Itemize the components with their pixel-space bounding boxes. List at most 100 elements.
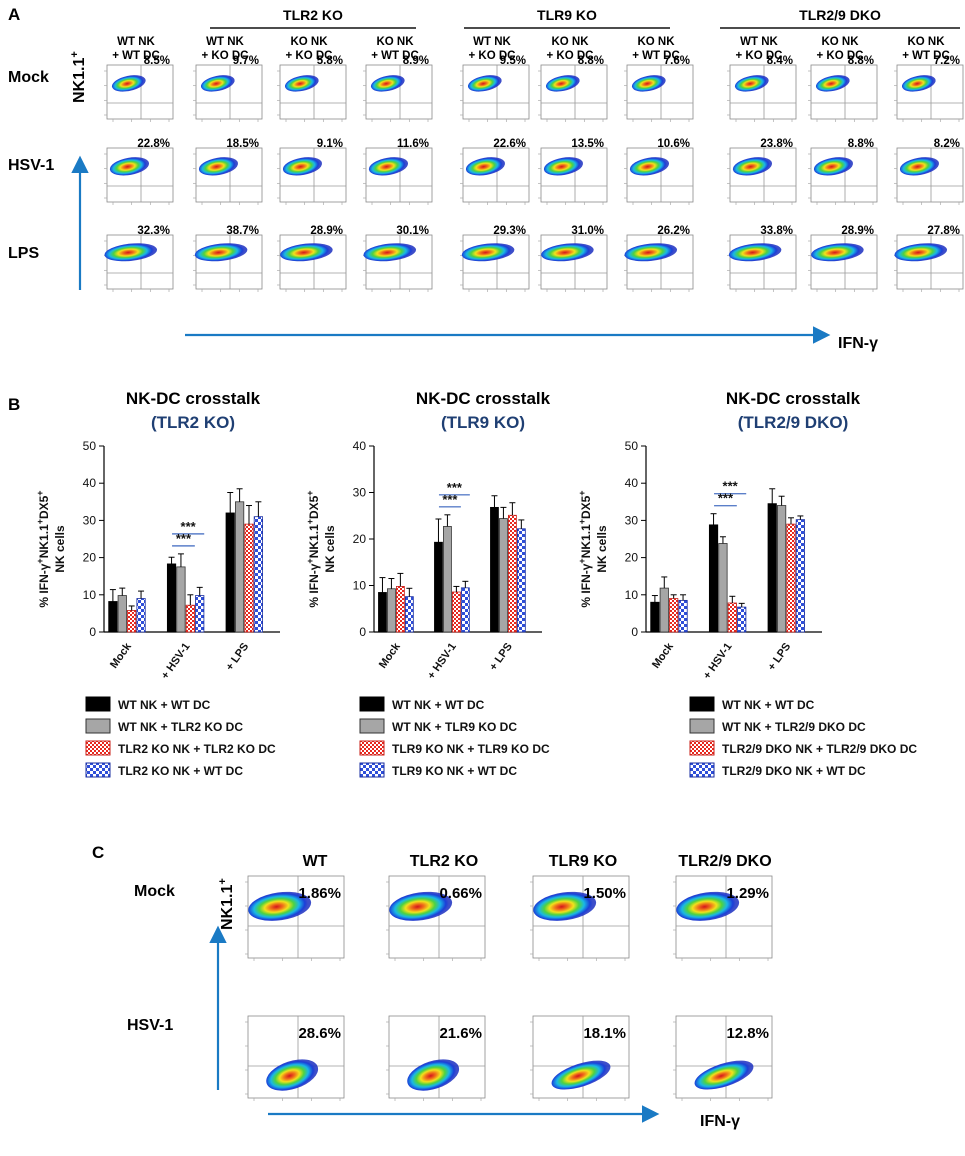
flow-plot: 32.3% (104, 225, 174, 292)
bar (678, 599, 688, 633)
legend-label: TLR2/9 DKO NK + WT DC (722, 764, 866, 778)
quadrant-percent: 26.2% (657, 225, 690, 237)
flow-plot: 22.8% (104, 138, 174, 205)
panel-a-x-axis-label: IFN-γ (838, 335, 878, 352)
flow-plot: 8.8% (808, 55, 878, 122)
significance-stars: *** (442, 492, 458, 507)
panel-c: C WT TLR2 KO TLR9 KO TLR2/9 DKO Mock HSV-1 1… (92, 843, 773, 1130)
cell-population (813, 157, 853, 176)
flow-plot: 33.8% (727, 225, 797, 292)
y-tick-label: 50 (625, 439, 639, 453)
column-header: WT (303, 853, 328, 870)
bar (499, 518, 508, 633)
quadrant-percent: 33.8% (760, 225, 793, 237)
plot-frame (462, 147, 530, 203)
cell-population (811, 243, 864, 262)
flow-plot: 8.8% (808, 138, 878, 205)
bar (244, 523, 254, 633)
flow-plot: 28.6% (245, 1015, 345, 1101)
cell-population (467, 75, 502, 92)
bar (127, 610, 137, 633)
group-header-tlr9: TLR9 KO (537, 7, 597, 23)
flow-plot: 1.86% (245, 875, 345, 961)
legend-label: WT NK + TLR2/9 DKO DC (722, 720, 866, 734)
plot-frame (365, 147, 433, 203)
plot-frame (279, 147, 347, 203)
y-axis-label-part: + (305, 490, 315, 495)
quadrant-percent: 9.1% (317, 138, 343, 150)
cell-population (551, 1060, 611, 1090)
plot-frame (729, 147, 797, 203)
plot-frame (540, 234, 608, 290)
bar (650, 601, 660, 633)
bar (185, 604, 195, 633)
flow-plot: 7.6% (624, 55, 694, 122)
quadrant-percent: 32.3% (137, 225, 170, 237)
plot-frame (195, 234, 263, 290)
y-axis-label-part: NK1.1 (579, 524, 593, 558)
cell-population (363, 243, 417, 262)
panel-a-y-axis-label: NK1.1+ (69, 51, 88, 103)
cell-population (370, 75, 405, 92)
bar (108, 601, 118, 633)
bar (195, 595, 205, 633)
column-header-line2: + KO DC (547, 50, 594, 62)
cell-population (894, 243, 948, 262)
flow-plot: 28.9% (808, 225, 878, 292)
y-tick-label: 40 (625, 476, 639, 490)
plot-frame (626, 64, 694, 120)
bar (460, 587, 470, 633)
quadrant-percent: 27.8% (927, 225, 960, 237)
legend-label: WT NK + WT DC (392, 698, 485, 712)
y-axis-label-line2: NK cells (53, 525, 67, 573)
column-header-line1: KO NK (551, 36, 589, 48)
quadrant-percent: 1.29% (726, 885, 769, 902)
quadrant-percent: 8.5% (144, 55, 170, 67)
y-tick-label: 40 (353, 439, 367, 453)
bar (253, 516, 263, 633)
column-header-line1: WT NK (473, 36, 511, 48)
y-axis-label-part: + (35, 490, 45, 495)
quadrant-percent: 13.5% (571, 138, 604, 150)
cell-population (465, 157, 505, 176)
legend-swatch (359, 718, 385, 734)
bar (434, 541, 443, 633)
cell-population (111, 75, 146, 92)
column-header: TLR9 KO (549, 853, 617, 870)
y-tick-label: 30 (625, 513, 639, 527)
flow-plot: 30.1% (363, 225, 433, 292)
cell-population (368, 157, 408, 176)
bar (387, 588, 396, 633)
quadrant-percent: 28.9% (310, 225, 343, 237)
y-tick-label: 10 (625, 588, 639, 602)
category-label: + LPS (224, 641, 252, 673)
quadrant-percent: 8.8% (848, 55, 874, 67)
bar (490, 506, 499, 633)
cell-population (284, 75, 319, 92)
category-label: Mock (377, 640, 403, 671)
plot-frame (106, 147, 174, 203)
plot-frame (810, 64, 878, 120)
flow-plot: 38.7% (193, 225, 263, 292)
cell-population (694, 1060, 754, 1090)
flow-plot: 18.5% (193, 138, 263, 205)
y-tick-label: 0 (631, 625, 638, 639)
cell-population (266, 1059, 319, 1091)
quadrant-percent: 22.6% (493, 138, 526, 150)
category-label: + LPS (487, 641, 515, 673)
flow-plot: 26.2% (624, 225, 694, 292)
column-header: TLR2 KO (410, 853, 478, 870)
cell-population (194, 243, 248, 262)
cell-population (728, 243, 782, 262)
cell-population (104, 243, 158, 262)
y-axis-label-part: + (577, 490, 587, 495)
column-header-line1: KO NK (637, 36, 675, 48)
column-header-line2: + KO DC (817, 50, 864, 62)
bar (451, 591, 461, 633)
quadrant-percent: 1.50% (583, 885, 626, 902)
bar (516, 528, 526, 633)
y-axis-label-part: % IFN-γ (579, 563, 593, 607)
legend-swatch (359, 762, 385, 778)
y-axis-label-part: + (35, 519, 45, 524)
